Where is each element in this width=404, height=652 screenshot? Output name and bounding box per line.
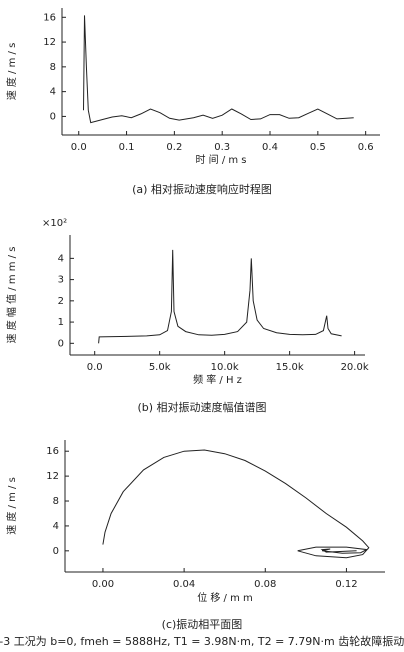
curve — [83, 15, 354, 124]
y-tick-label: 16 — [46, 446, 59, 457]
y-tick-label: 0 — [50, 111, 56, 122]
y-tick-label: 0 — [58, 338, 64, 349]
y-tick-label: 8 — [53, 496, 59, 507]
y-tick-label: 12 — [46, 471, 59, 482]
x-tick-label: 0.4 — [262, 142, 278, 153]
x-tick-label: 0.2 — [166, 142, 182, 153]
y-tick-label: 3 — [58, 275, 64, 286]
x-tick-label: 0.00 — [92, 579, 114, 590]
y-tick-label: 2 — [58, 296, 64, 307]
y-tick-label: 12 — [43, 37, 56, 48]
x-tick-label: 5.0k — [149, 362, 171, 373]
y-axis-label: 速 度 幅 值 / m m / s — [5, 247, 18, 344]
caption: (a) 相对振动速度响应时程图 — [132, 182, 272, 196]
x-tick-label: 0.12 — [335, 579, 357, 590]
x-tick-label: 0.1 — [119, 142, 135, 153]
y-multiplier: ×10² — [42, 218, 67, 229]
x-tick-label: 10.0k — [211, 362, 239, 373]
x-tick-label: 0.0 — [71, 142, 87, 153]
x-axis-label: 频 率 / H z — [193, 373, 242, 386]
caption: (b) 相对振动速度幅值谱图 — [137, 400, 266, 414]
curve — [98, 249, 342, 344]
caption: (c)振动相平面图 — [162, 617, 243, 631]
y-tick-label: 1 — [58, 317, 64, 328]
y-tick-label: 4 — [58, 253, 64, 264]
x-tick-label: 0.04 — [173, 579, 195, 590]
figure-caption: 图 2-3 工况为 b=0, fmeh = 5888Hz, T1 = 3.98N… — [0, 634, 404, 648]
x-tick-label: 0.08 — [254, 579, 276, 590]
x-tick-label: 0.0 — [87, 362, 103, 373]
x-tick-label: 20.0k — [341, 362, 369, 373]
y-tick-label: 4 — [53, 521, 59, 532]
x-axis-label: 位 移 / m m — [197, 591, 253, 604]
y-tick-label: 16 — [43, 12, 56, 23]
y-tick-label: 8 — [50, 62, 56, 73]
y-axis-label: 速 度 / m / s — [5, 477, 18, 535]
curve — [102, 449, 370, 559]
x-axis-label: 时 间 / m s — [195, 153, 246, 166]
x-tick-label: 0.5 — [310, 142, 326, 153]
x-tick-label: 15.0k — [276, 362, 304, 373]
y-tick-label: 0 — [53, 546, 59, 557]
x-tick-label: 0.3 — [214, 142, 230, 153]
x-tick-label: 0.6 — [358, 142, 374, 153]
y-tick-label: 4 — [50, 87, 56, 98]
y-axis-label: 速 度 / m / s — [5, 43, 18, 101]
